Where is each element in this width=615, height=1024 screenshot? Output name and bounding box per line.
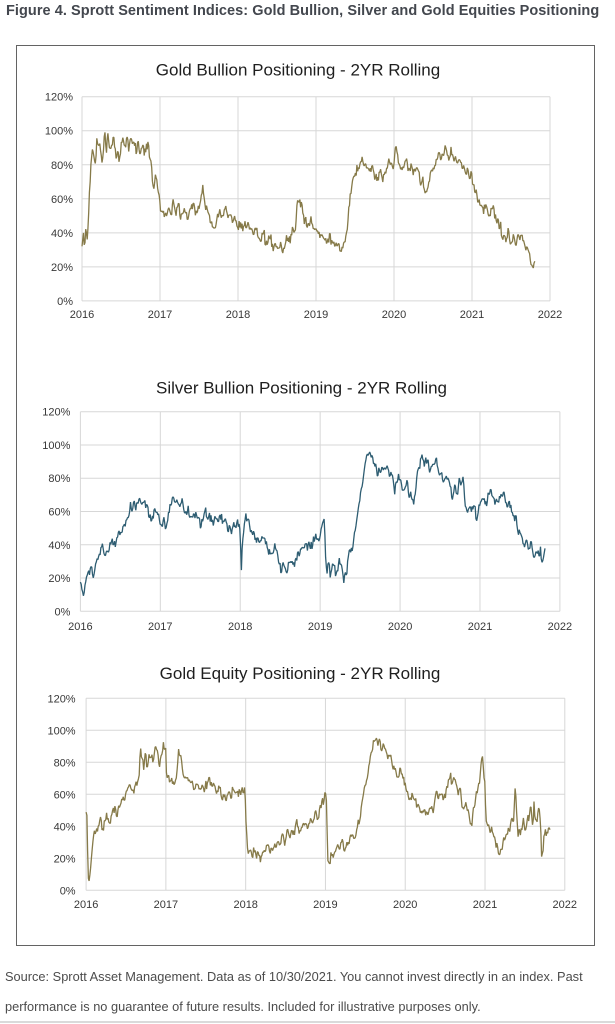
- svg-text:20%: 20%: [48, 573, 70, 585]
- svg-text:2017: 2017: [148, 621, 172, 633]
- svg-text:40%: 40%: [48, 540, 70, 552]
- svg-text:0%: 0%: [54, 606, 70, 618]
- svg-text:2022: 2022: [548, 621, 572, 633]
- svg-text:100%: 100%: [42, 440, 70, 452]
- svg-text:60%: 60%: [48, 507, 70, 519]
- svg-text:2019: 2019: [313, 899, 337, 911]
- svg-text:Gold Bullion Positioning - 2YR: Gold Bullion Positioning - 2YR Rolling: [156, 61, 440, 80]
- svg-text:40%: 40%: [54, 821, 76, 833]
- svg-text:2020: 2020: [393, 899, 417, 911]
- svg-text:60%: 60%: [51, 194, 73, 206]
- svg-text:2021: 2021: [473, 899, 497, 911]
- svg-text:2021: 2021: [460, 309, 484, 321]
- svg-text:20%: 20%: [51, 262, 73, 274]
- svg-text:80%: 80%: [48, 473, 70, 485]
- svg-text:120%: 120%: [45, 92, 73, 104]
- svg-text:2020: 2020: [382, 309, 406, 321]
- svg-text:2022: 2022: [553, 899, 577, 911]
- svg-text:2017: 2017: [148, 309, 172, 321]
- svg-text:2020: 2020: [388, 621, 412, 633]
- svg-text:20%: 20%: [54, 853, 76, 865]
- svg-text:40%: 40%: [51, 228, 73, 240]
- svg-text:100%: 100%: [47, 725, 75, 737]
- svg-text:100%: 100%: [45, 126, 73, 138]
- svg-text:120%: 120%: [47, 693, 75, 705]
- svg-text:Silver Bullion Positioning - 2: Silver Bullion Positioning - 2YR Rolling: [156, 379, 447, 398]
- svg-text:Gold Equity Positioning - 2YR: Gold Equity Positioning - 2YR Rolling: [160, 664, 441, 683]
- svg-text:2019: 2019: [304, 309, 328, 321]
- svg-text:2019: 2019: [308, 621, 332, 633]
- svg-text:2017: 2017: [154, 899, 178, 911]
- svg-text:2022: 2022: [538, 309, 562, 321]
- svg-text:80%: 80%: [51, 160, 73, 172]
- svg-text:2016: 2016: [74, 899, 98, 911]
- svg-text:2018: 2018: [226, 309, 250, 321]
- svg-text:80%: 80%: [54, 757, 76, 769]
- svg-text:0%: 0%: [57, 296, 73, 308]
- svg-text:2021: 2021: [468, 621, 492, 633]
- svg-text:120%: 120%: [42, 407, 70, 419]
- svg-text:2018: 2018: [228, 621, 252, 633]
- svg-text:2016: 2016: [70, 309, 94, 321]
- svg-text:2016: 2016: [68, 621, 92, 633]
- svg-text:2018: 2018: [233, 899, 257, 911]
- svg-text:0%: 0%: [60, 885, 76, 897]
- svg-text:60%: 60%: [54, 789, 76, 801]
